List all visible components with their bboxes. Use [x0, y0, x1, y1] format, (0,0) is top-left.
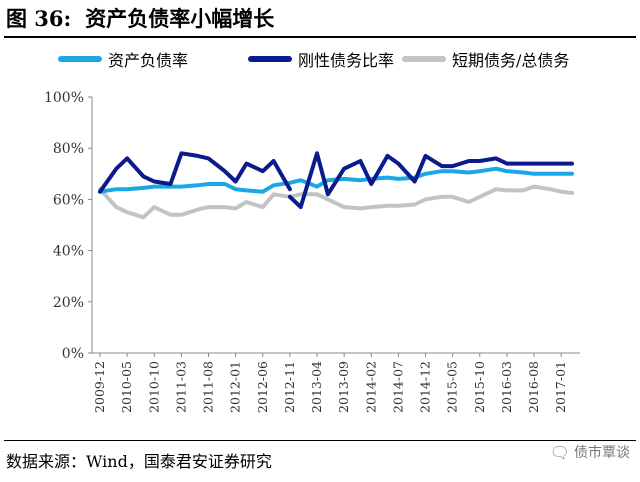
- x-tick-label: 2015-10: [472, 361, 487, 413]
- legend-label-series-1: 资产负债率: [108, 51, 189, 70]
- x-tick-label: 2016-03: [499, 361, 514, 413]
- legend-swatch-series-2: [248, 56, 292, 62]
- legend-swatch-series-1: [58, 56, 102, 62]
- figure-title: 图 36: 资产负债率小幅增长: [6, 6, 274, 32]
- watermark-text: 债市覃谈: [574, 445, 630, 461]
- legend-swatch-series-3: [402, 56, 446, 62]
- y-tick-label: 20%: [53, 295, 84, 311]
- x-tick-label: 2014-12: [418, 361, 433, 413]
- line-chart: 0% 20% 40% 60% 80% 100% 2009-12 2010-05 2010-10 2…: [44, 90, 580, 413]
- y-tick-label: 60%: [53, 192, 84, 208]
- x-tick-label: 2010-05: [119, 361, 134, 413]
- chart-legend: 资产负债率 刚性债务比率 短期债务/总债务: [0, 46, 640, 72]
- series-line-2-segment-2: [287, 151, 574, 210]
- legend-label-series-2: 刚性债务比率: [298, 51, 395, 70]
- legend-item-series-1: 资产负债率: [58, 46, 188, 72]
- x-tick-label: 2014-02: [363, 361, 378, 413]
- x-tick-label: 2013-04: [309, 361, 324, 413]
- y-tick-label: 0%: [62, 346, 84, 362]
- x-tick-label: 2017-01: [553, 361, 568, 413]
- y-tick-label: 80%: [53, 141, 84, 157]
- x-tick-label: 2011-03: [173, 361, 188, 413]
- legend-item-series-2: 刚性债务比率: [248, 46, 394, 72]
- series-line-2-segment-1: [98, 151, 292, 194]
- x-tick-label: 2012-11: [282, 361, 297, 413]
- x-tick-label: 2016-08: [526, 361, 541, 413]
- source-rule: [4, 440, 636, 441]
- y-tick-label: 40%: [53, 244, 84, 260]
- figure-title-text: 资产负债率小幅增长: [85, 6, 275, 31]
- x-tick-label: 2010-10: [146, 361, 161, 413]
- x-tick-label: 2015-05: [445, 361, 460, 413]
- legend-item-series-3: 短期债务/总债务: [402, 46, 569, 72]
- x-tick-label: 2013-09: [336, 361, 351, 413]
- series-line-3-segment-1: [98, 184, 574, 220]
- title-rule: [4, 36, 636, 38]
- wechat-icon: 🗨: [549, 443, 570, 462]
- x-tick-label: 2011-08: [201, 361, 216, 413]
- x-tick-label: 2012-01: [228, 361, 243, 413]
- x-tick-label: 2009-12: [92, 361, 107, 413]
- x-tick-label: 2014-07: [390, 361, 405, 413]
- figure-number: 图 36:: [6, 6, 72, 31]
- watermark: 🗨 债市覃谈: [550, 440, 630, 466]
- y-tick-label: 100%: [44, 90, 84, 106]
- legend-label-series-3: 短期债务/总债务: [452, 51, 570, 70]
- source-note: 数据来源：Wind，国泰君安证券研究: [6, 452, 272, 471]
- x-tick-label: 2012-06: [255, 361, 270, 413]
